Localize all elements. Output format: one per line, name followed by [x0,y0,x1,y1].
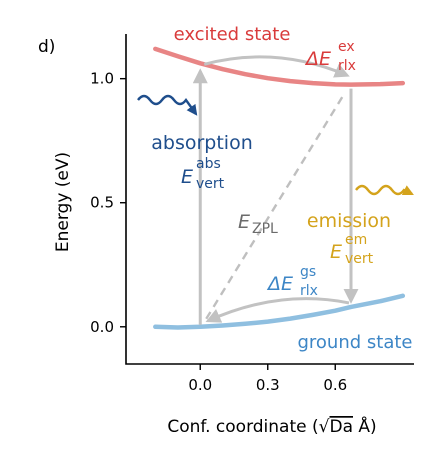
delta-e-ex-superscript: ex [338,39,355,55]
e-vert-em-symbol: E [330,241,342,263]
emission-label: emission [307,210,391,232]
e-vert-abs-label: E abs vert [181,156,225,192]
delta-e-gs-symbol: ΔE [266,273,293,295]
e-vert-abs-superscript: abs [196,156,221,172]
e-vert-em-subscript: vert [345,251,374,267]
e-vert-abs-symbol: E [181,166,193,188]
x-tick-label: 0.0 [188,376,212,394]
emitted-photon-wave [355,184,414,196]
e-zpl-label: E ZPL [238,211,278,237]
ground-relaxation-arrow [205,297,350,323]
absorbed-photon-wave [137,94,198,116]
e-vert-abs-subscript: vert [196,176,225,192]
zpl-dashed-line [205,91,347,320]
delta-e-ex-subscript: rlx [338,58,356,74]
excited-state-curve [153,46,406,87]
y-axis-title: Energy (eV) [53,152,73,252]
x-axis-title-suffix: Å) [353,415,377,437]
x-axis-title-da: Da [329,417,353,437]
axis-spines [125,34,414,365]
e-zpl-symbol: E [238,211,250,233]
x-axis-title-sqrt: √ [319,417,330,437]
e-vert-em-label: E em vert [330,232,374,267]
y-tick-label: 0.0 [90,318,114,336]
delta-e-gs-superscript: gs [300,264,316,280]
e-zpl-subscript: ZPL [252,221,278,237]
y-tick-label: 0.5 [90,194,114,212]
transition-arrows [192,55,359,325]
axes: 0.0 0.5 1.0 0.0 0.3 0.6 [90,34,414,394]
x-axis-title-prefix: Conf. coordinate ( [167,417,318,437]
delta-e-ex-symbol: ΔE [304,48,331,70]
y-tick-label: 1.0 [90,70,114,88]
panel-label: d) [38,37,55,57]
ground-state-curve [153,293,406,330]
delta-e-ex-label: ΔE ex rlx [304,39,356,74]
excited-relaxation-arrow [203,55,350,78]
delta-e-gs-label: ΔE gs rlx [266,264,318,299]
x-axis-title: Conf. coordinate (√Da Å) [167,415,376,437]
delta-e-gs-subscript: rlx [300,283,318,299]
x-tick-label: 0.6 [323,376,347,394]
x-tick-label: 0.3 [256,376,280,394]
ground-state-label: ground state [297,332,412,353]
absorption-label: absorption [151,132,253,154]
potential-curves [153,46,406,330]
e-vert-em-superscript: em [345,232,367,248]
excited-state-label: excited state [174,24,291,45]
